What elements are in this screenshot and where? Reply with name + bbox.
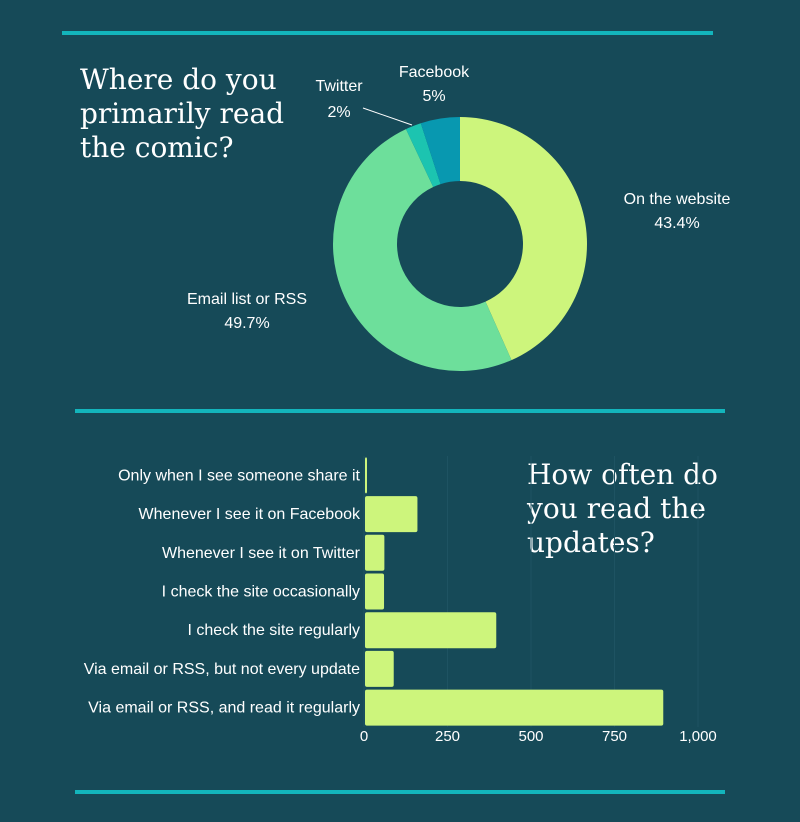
bar-chart-title: How often do you read the updates? — [527, 458, 718, 559]
bar-whenever-i-see-it-on-twitter — [365, 534, 385, 571]
bar-category-label: Whenever I see it on Twitter — [162, 545, 361, 562]
bar-category-label: I check the site regularly — [187, 622, 360, 639]
bar-via-email-or-rss-but-not-every-update — [365, 650, 394, 687]
x-tick-label: 250 — [435, 728, 460, 745]
x-tick-label: 1,000 — [679, 728, 717, 745]
pie-value-email-list-or-rss: 49.7% — [224, 315, 269, 332]
bar-i-check-the-site-regularly — [365, 612, 497, 649]
pie-slice-email-list-or-rss — [333, 129, 512, 371]
middle-divider — [75, 409, 725, 413]
pie-slice-twitter — [405, 123, 441, 187]
bar-category-label: I check the site occasionally — [162, 584, 360, 601]
bottom-divider — [75, 790, 725, 794]
x-tick-label: 750 — [602, 728, 627, 745]
pie-value-on-the-website: 43.4% — [654, 215, 699, 232]
bar-category-label: Whenever I see it on Facebook — [139, 506, 361, 523]
pie-value-twitter: 2% — [327, 104, 350, 121]
pie-label-twitter: Twitter — [315, 78, 363, 95]
bar-category-label: Via email or RSS, and read it regularly — [88, 700, 360, 717]
pie-chart-title: Where do you primarily read the comic? — [80, 63, 285, 164]
bar-whenever-i-see-it-on-facebook — [365, 496, 418, 533]
bar-via-email-or-rss-and-read-it-regularly — [365, 689, 664, 726]
bar-category-label: Only when I see someone share it — [118, 467, 360, 484]
pie-label-on-the-website: On the website — [624, 191, 731, 208]
pie-label-facebook: Facebook — [399, 64, 470, 81]
x-tick-label: 0 — [360, 728, 368, 745]
donut-chart: On the website 43.4% Email list or RSS 49.7… — [187, 64, 731, 371]
bar-only-when-i-see-someone-share-it — [365, 457, 367, 494]
pie-slice-facebook — [420, 117, 460, 185]
pie-label-email-list-or-rss: Email list or RSS — [187, 291, 307, 308]
pie-slice-on-the-website — [460, 117, 587, 361]
twitter-leader-line — [362, 107, 413, 126]
pie-value-facebook: 5% — [422, 88, 445, 105]
bar-i-check-the-site-occasionally — [365, 573, 385, 610]
x-tick-label: 500 — [518, 728, 543, 745]
bar-category-label: Via email or RSS, but not every update — [84, 661, 360, 678]
top-divider — [62, 31, 713, 35]
